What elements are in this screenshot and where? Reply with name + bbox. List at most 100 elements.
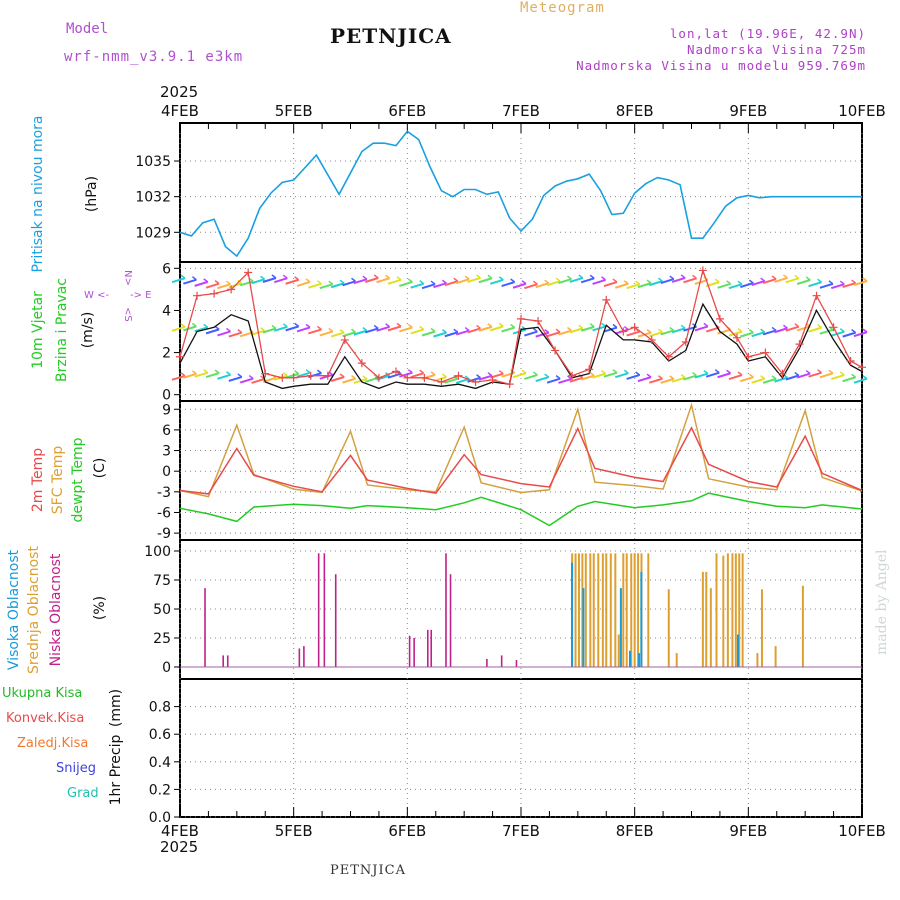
wind-direction-arrow	[285, 278, 299, 285]
wind-direction-arrow	[830, 374, 845, 381]
wind-direction-arrow	[819, 372, 834, 379]
wind-direction-arrowhead	[453, 328, 459, 333]
wind-direction-arrowhead	[601, 370, 607, 375]
wind-gust-marker	[391, 367, 400, 376]
wind-gust-marker	[193, 291, 202, 300]
wind-direction-arrowhead	[430, 327, 436, 333]
wind-direction-arrow	[387, 372, 402, 379]
wind-direction-arrowhead	[623, 325, 629, 331]
wind-direction-arrow	[330, 331, 345, 338]
footer-station: PETNJICA	[330, 863, 406, 878]
wind-direction-arrow	[342, 331, 356, 338]
wind-direction-arrowhead	[623, 280, 629, 285]
compass-north: N>	[122, 270, 133, 286]
wind-direction-arrowhead	[839, 280, 845, 285]
x-tick-label-top: 8FEB	[616, 102, 654, 120]
wind-gust-marker	[664, 352, 673, 361]
wind-direction-arrowhead	[351, 375, 356, 380]
wind-direction-arrowhead	[771, 275, 777, 280]
wind-gust-marker	[357, 359, 366, 368]
wind-direction-arrow	[546, 280, 561, 287]
wind-direction-arrowhead	[726, 280, 732, 285]
wind-direction-arrow	[444, 331, 459, 338]
wind-direction-arrowhead	[282, 274, 288, 279]
wind-direction-arrow	[717, 328, 731, 335]
wind-direction-arrowhead	[544, 329, 550, 334]
wind-direction-arrow	[399, 326, 413, 333]
wind-direction-arrow	[228, 331, 243, 338]
wind-direction-arrowhead	[760, 328, 766, 333]
wind-direction-arrowhead	[271, 324, 277, 330]
wind-direction-arrow	[637, 282, 652, 289]
temp-ylabel-sfc: SFC Temp	[50, 446, 66, 515]
wind-direction-arrow	[262, 327, 277, 334]
wind-direction-arrow	[512, 372, 527, 379]
x-tick-label-bottom: 9FEB	[729, 822, 767, 840]
wind-direction-arrow	[580, 277, 595, 284]
wind-direction-arrow	[194, 326, 209, 333]
wind-gust-marker	[602, 295, 611, 304]
y-tick-label: 0.2	[149, 782, 171, 798]
wind-direction-arrowhead	[191, 276, 197, 281]
wind-direction-arrowhead	[794, 371, 800, 377]
wind-direction-arrow	[501, 371, 515, 378]
wind-direction-arrow	[785, 374, 800, 381]
wind-direction-arrow	[808, 371, 822, 378]
wind-direction-arrowhead	[839, 371, 845, 376]
wind-direction-arrowhead	[226, 371, 231, 376]
wind-direction-arrowhead	[191, 370, 197, 375]
temp-unit: (C)	[92, 458, 108, 479]
wind-direction-arrow	[364, 277, 379, 283]
x-tick-label-bottom: 6FEB	[388, 822, 426, 840]
wind-direction-arrow	[671, 277, 686, 283]
wind-gust-marker	[647, 335, 656, 344]
wind-gust-marker	[403, 373, 412, 382]
wind-direction-arrow	[478, 277, 493, 284]
wind-direction-arrow	[569, 327, 584, 334]
wind-direction-arrowhead	[464, 326, 470, 332]
wind-direction-arrowhead	[396, 322, 402, 327]
wind-direction-arrow	[558, 329, 572, 336]
wind-gust-marker	[517, 314, 525, 323]
wind-direction-arrowhead	[714, 278, 720, 283]
wind-direction-arrow	[467, 327, 481, 334]
wind-direction-arrow	[626, 374, 640, 380]
wind-direction-arrow	[580, 374, 595, 381]
wind-gust-marker	[505, 380, 514, 389]
wind-direction-arrowhead	[669, 326, 675, 332]
wind-direction-arrow	[842, 376, 856, 383]
wind-direction-arrowhead	[680, 374, 686, 379]
x-tick-label-top: 10FEB	[838, 102, 885, 120]
wind-direction-arrow	[694, 372, 709, 379]
wind-direction-arrow	[762, 329, 777, 336]
wind-direction-arrowhead	[794, 323, 800, 328]
x-tick-label-bottom: 7FEB	[502, 822, 540, 840]
wind-direction-arrowhead	[362, 327, 368, 332]
wind-ylabel: 10m Vjetar	[30, 291, 46, 369]
wind-direction-arrowhead	[339, 279, 345, 284]
wind-direction-arrow	[592, 278, 606, 285]
wind-direction-arrow	[171, 325, 186, 332]
wind-gust-marker	[795, 340, 804, 349]
wind-direction-arrow	[603, 371, 618, 378]
wind-gust-marker	[420, 373, 429, 382]
wind-direction-arrow	[796, 325, 811, 332]
wind-direction-arrowhead	[532, 371, 538, 376]
wind-direction-arrowhead	[544, 373, 550, 378]
wind-direction-arrow	[683, 277, 697, 284]
wind-direction-arrowhead	[669, 275, 675, 280]
wind-direction-arrow	[512, 282, 527, 289]
wind-direction-arrowhead	[646, 279, 652, 284]
wind-direction-arrowhead	[862, 328, 868, 333]
wind-direction-arrowhead	[794, 274, 800, 279]
wind-direction-arrow	[762, 377, 777, 384]
wind-direction-arrowhead	[805, 369, 811, 375]
wind-direction-arrowhead	[464, 375, 470, 380]
wind-direction-arrowhead	[714, 369, 720, 374]
wind-direction-arrow	[330, 376, 345, 382]
wind-direction-arrow	[205, 328, 220, 335]
wind-gust-line	[179, 268, 863, 386]
model-elevation: Nadmorska Visina u modelu 959.769m	[576, 58, 866, 73]
wind-direction-arrowhead	[237, 373, 243, 378]
wind-direction-arrow	[489, 325, 504, 332]
